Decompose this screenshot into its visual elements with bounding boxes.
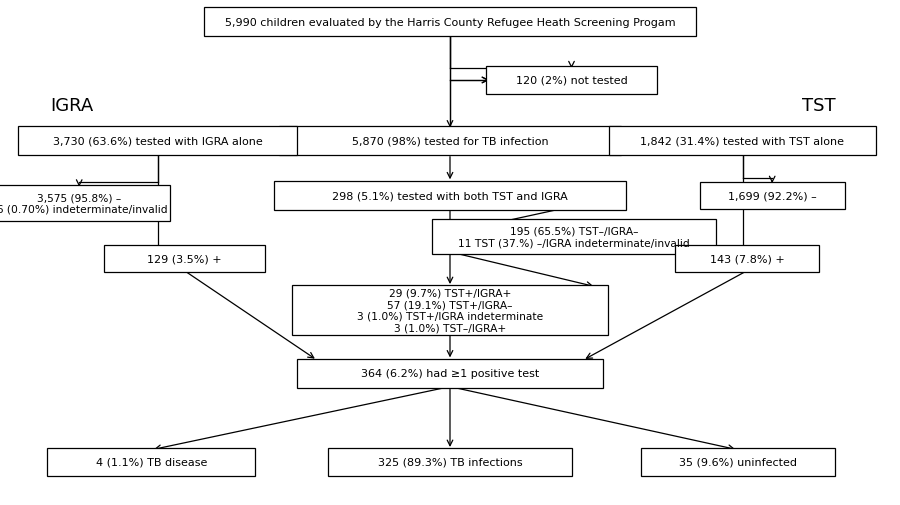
FancyBboxPatch shape <box>48 448 256 476</box>
Text: IGRA: IGRA <box>50 97 94 115</box>
Text: 1,699 (92.2%) –: 1,699 (92.2%) – <box>728 191 816 201</box>
FancyBboxPatch shape <box>609 127 876 156</box>
Text: 29 (9.7%) TST+/IGRA+
57 (19.1%) TST+/IGRA–
3 (1.0%) TST+/IGRA indeterminate
3 (1: 29 (9.7%) TST+/IGRA+ 57 (19.1%) TST+/IGR… <box>357 288 543 333</box>
Text: 1,842 (31.4%) tested with TST alone: 1,842 (31.4%) tested with TST alone <box>641 136 844 146</box>
FancyBboxPatch shape <box>297 359 604 388</box>
Text: 5,870 (98%) tested for TB infection: 5,870 (98%) tested for TB infection <box>352 136 548 146</box>
FancyBboxPatch shape <box>204 8 696 37</box>
Text: 3,575 (95.8%) –
26 (0.70%) indeterminate/invalid: 3,575 (95.8%) – 26 (0.70%) indeterminate… <box>0 193 168 214</box>
Text: 3,730 (63.6%) tested with IGRA alone: 3,730 (63.6%) tested with IGRA alone <box>52 136 263 146</box>
Text: 143 (7.8%) +: 143 (7.8%) + <box>709 254 785 264</box>
Text: 5,990 children evaluated by the Harris County Refugee Heath Screening Progam: 5,990 children evaluated by the Harris C… <box>225 18 675 28</box>
FancyBboxPatch shape <box>274 181 626 211</box>
Text: 4 (1.1%) TB disease: 4 (1.1%) TB disease <box>95 457 207 467</box>
FancyBboxPatch shape <box>486 67 657 94</box>
FancyBboxPatch shape <box>279 127 621 156</box>
FancyBboxPatch shape <box>675 245 819 273</box>
Text: TST: TST <box>802 97 836 115</box>
FancyBboxPatch shape <box>641 448 835 476</box>
Text: 195 (65.5%) TST–/IGRA–
11 TST (37.%) –/IGRA indeterminate/invalid: 195 (65.5%) TST–/IGRA– 11 TST (37.%) –/I… <box>458 226 690 247</box>
Text: 325 (89.3%) TB infections: 325 (89.3%) TB infections <box>378 457 522 467</box>
FancyBboxPatch shape <box>292 286 608 335</box>
Text: 129 (3.5%) +: 129 (3.5%) + <box>148 254 221 264</box>
FancyBboxPatch shape <box>17 127 297 156</box>
FancyBboxPatch shape <box>700 182 844 210</box>
Text: 364 (6.2%) had ≥1 positive test: 364 (6.2%) had ≥1 positive test <box>361 369 539 379</box>
FancyBboxPatch shape <box>432 219 716 255</box>
FancyBboxPatch shape <box>104 245 265 273</box>
Text: 35 (9.6%) uninfected: 35 (9.6%) uninfected <box>679 457 797 467</box>
Text: 120 (2%) not tested: 120 (2%) not tested <box>516 76 627 86</box>
Text: 298 (5.1%) tested with both TST and IGRA: 298 (5.1%) tested with both TST and IGRA <box>332 191 568 201</box>
FancyBboxPatch shape <box>328 448 572 476</box>
FancyBboxPatch shape <box>0 186 169 221</box>
